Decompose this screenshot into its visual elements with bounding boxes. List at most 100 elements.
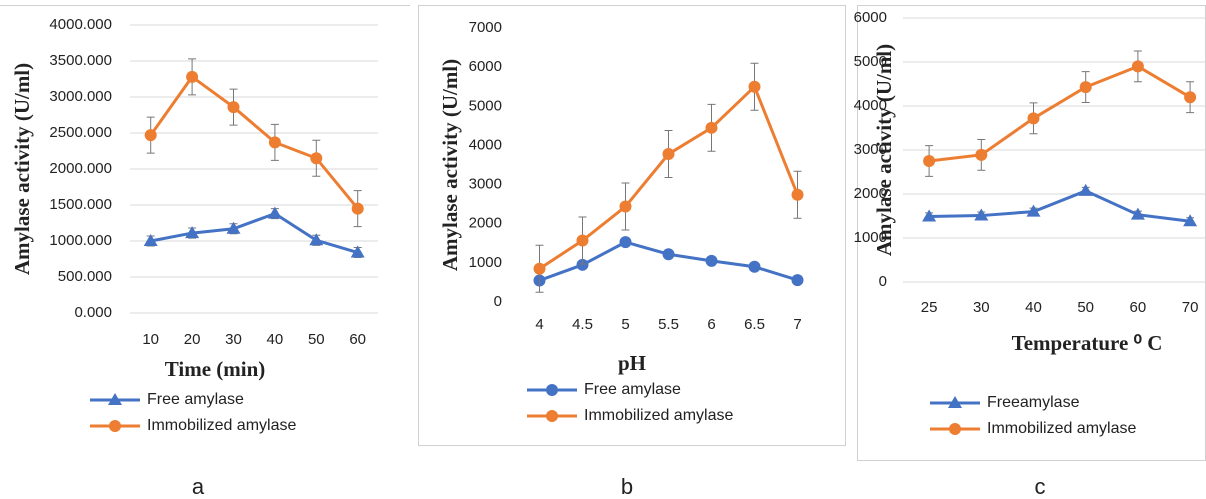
y-tick-label: 5000 <box>469 97 502 114</box>
x-tick-label: 4 <box>535 316 543 333</box>
x-axis-title: pH <box>618 351 646 375</box>
marker <box>310 152 323 165</box>
x-tick-label: 60 <box>349 331 366 348</box>
y-tick-label: 1000.000 <box>49 232 112 249</box>
y-tick-label: 1000 <box>854 229 887 246</box>
x-tick-label: 10 <box>142 331 159 348</box>
x-tick-label: 20 <box>184 331 201 348</box>
x-tick-label: 40 <box>267 331 284 348</box>
y-tick-label: 3000 <box>469 176 502 193</box>
marker <box>143 234 158 246</box>
marker <box>350 245 365 258</box>
legend-label: Immobilized amylase <box>147 417 296 434</box>
y-axis-title: Amylase activity (U/ml) <box>10 63 34 275</box>
marker <box>185 226 200 239</box>
legend-label: Free amylase <box>584 381 681 398</box>
x-tick-label: 30 <box>973 299 990 316</box>
panel-border <box>418 5 846 446</box>
marker <box>662 248 675 261</box>
y-tick-label: 0.000 <box>74 304 112 321</box>
x-tick-label: 6.5 <box>744 316 765 333</box>
x-tick-label: 60 <box>1130 299 1147 316</box>
marker <box>268 136 281 149</box>
marker <box>791 274 804 287</box>
y-tick-label: 2500.000 <box>49 124 112 141</box>
legend-label: Free amylase <box>147 391 244 408</box>
marker <box>974 208 989 221</box>
legend-marker <box>546 410 558 422</box>
x-tick-label: 40 <box>1025 299 1042 316</box>
x-tick-label: 5.5 <box>658 316 679 333</box>
marker <box>975 148 988 161</box>
legend-marker <box>949 423 961 435</box>
marker <box>791 188 804 201</box>
panel-label: b <box>621 474 633 499</box>
marker <box>1183 214 1198 227</box>
marker <box>1184 91 1197 104</box>
y-tick-label: 0 <box>494 293 502 310</box>
x-tick-label: 30 <box>225 331 242 348</box>
y-tick-label: 4000 <box>469 136 502 153</box>
legend-marker <box>109 420 121 432</box>
y-tick-label: 7000 <box>469 19 502 36</box>
x-tick-label: 4.5 <box>572 316 593 333</box>
x-axis-title: Time (min) <box>165 357 266 381</box>
y-tick-label: 3000 <box>854 141 887 158</box>
panel-label: a <box>192 474 205 499</box>
panel-label: c <box>1035 474 1046 499</box>
marker <box>662 148 675 161</box>
series-line <box>928 64 1191 163</box>
legend-label: Immobilized amylase <box>987 420 1136 437</box>
y-tick-label: 500.000 <box>58 268 112 285</box>
marker <box>1079 81 1092 94</box>
marker <box>1131 60 1144 73</box>
marker <box>748 260 761 273</box>
y-axis-title: Amylase activity (U/ml) <box>872 44 896 256</box>
y-tick-label: 2000.000 <box>49 160 112 177</box>
y-tick-label: 1500.000 <box>49 196 112 213</box>
x-axis-title: Temperature ⁰ C <box>1012 331 1163 355</box>
marker <box>576 234 589 247</box>
x-tick-label: 5 <box>621 316 629 333</box>
series-line <box>929 189 1191 223</box>
marker <box>186 70 199 83</box>
y-tick-label: 2000 <box>469 215 502 232</box>
marker <box>533 262 546 275</box>
marker <box>619 200 632 213</box>
marker <box>748 80 761 93</box>
series-line <box>150 211 359 254</box>
x-tick-label: 7 <box>793 316 801 333</box>
marker <box>1130 207 1145 220</box>
marker <box>619 236 632 249</box>
y-tick-label: 1000 <box>469 254 502 271</box>
y-tick-label: 2000 <box>854 185 887 202</box>
legend-label: Freeamylase <box>987 394 1080 411</box>
series-line <box>149 74 359 210</box>
marker <box>144 129 157 142</box>
marker <box>267 206 282 219</box>
marker <box>351 202 364 215</box>
x-tick-label: 70 <box>1182 299 1199 316</box>
marker <box>1026 204 1041 217</box>
x-tick-label: 50 <box>308 331 325 348</box>
y-tick-label: 3500.000 <box>49 52 112 69</box>
marker <box>1027 112 1040 125</box>
legend-marker <box>108 393 122 405</box>
y-tick-label: 4000.000 <box>49 16 112 33</box>
y-tick-label: 4000 <box>854 97 887 114</box>
y-tick-label: 3000.000 <box>49 88 112 105</box>
marker <box>1078 183 1093 196</box>
marker <box>923 155 936 167</box>
marker <box>227 101 240 114</box>
legend-marker <box>948 396 962 408</box>
marker <box>705 121 718 134</box>
legend-marker <box>546 384 558 396</box>
x-tick-label: 50 <box>1077 299 1094 316</box>
y-axis-title: Amylase activity (U/ml) <box>438 59 462 271</box>
marker <box>705 254 718 267</box>
y-tick-label: 6000 <box>469 58 502 75</box>
marker <box>309 233 324 246</box>
y-tick-label: 6000 <box>854 9 887 26</box>
legend-label: Immobilized amylase <box>584 407 733 424</box>
